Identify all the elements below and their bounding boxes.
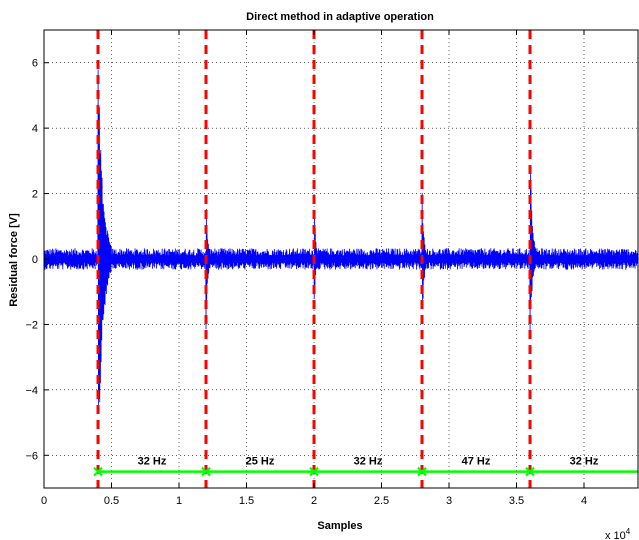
y-tick-label: 4 xyxy=(32,123,38,135)
chart-title: Direct method in adaptive operation xyxy=(246,11,434,23)
x-tick-label: 4 xyxy=(581,495,587,507)
x-tick-label: 1.5 xyxy=(239,495,254,507)
ticks-layer: 0 0.5 1 1.5 2 2.5 3 3.5 4 −6 −4 −2 0 2 4 6 xyxy=(25,30,587,507)
y-tick-label: 2 xyxy=(32,189,38,201)
y-axis-label: Residual force [V] xyxy=(8,213,20,307)
x-axis-label: Samples xyxy=(317,520,362,532)
frequency-marker xyxy=(309,466,319,477)
y-tick-label: −4 xyxy=(25,385,38,397)
frequency-label: 32 Hz xyxy=(138,456,167,468)
plot-layer: 32 Hz 25 Hz 32 Hz 47 Hz 32 Hz xyxy=(43,30,639,488)
frequency-marker xyxy=(201,466,211,477)
x-tick-label: 0 xyxy=(41,495,47,507)
frequency-label: 47 Hz xyxy=(462,456,491,468)
x-tick-label: 1 xyxy=(176,495,182,507)
x-axis-multiplier: x 104 xyxy=(605,527,631,540)
y-tick-label: 0 xyxy=(32,254,38,266)
signal-series-line xyxy=(43,69,639,413)
frequency-marker xyxy=(525,466,535,477)
x-tick-label: 3 xyxy=(446,495,452,507)
x-axis-multiplier-exponent: 4 xyxy=(626,527,631,536)
y-tick-label: 6 xyxy=(32,58,38,70)
x-tick-label: 0.5 xyxy=(104,495,119,507)
x-tick-label: 2 xyxy=(311,495,317,507)
frequency-label: 32 Hz xyxy=(354,456,383,468)
x-axis-multiplier-base: x 10 xyxy=(605,530,626,540)
frequency-label: 32 Hz xyxy=(570,456,599,468)
x-tick-label: 3.5 xyxy=(509,495,524,507)
y-tick-label: −6 xyxy=(25,450,38,462)
y-tick-label: −2 xyxy=(25,319,38,331)
frequency-marker xyxy=(417,466,427,477)
x-tick-label: 2.5 xyxy=(374,495,389,507)
frequency-label: 25 Hz xyxy=(246,456,275,468)
frequency-marker xyxy=(93,466,103,477)
